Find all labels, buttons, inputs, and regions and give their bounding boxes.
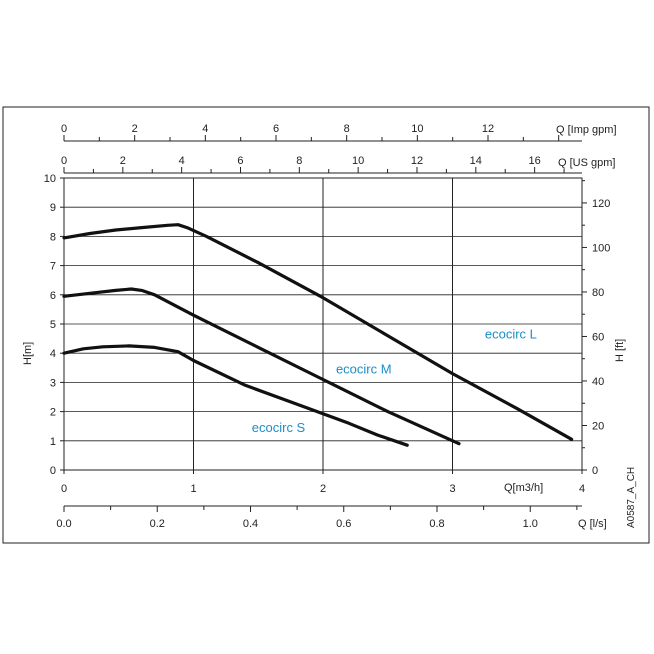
y2-tick-label: 100 (592, 242, 610, 254)
y2-axis-title: H [ft] (614, 339, 626, 362)
y-tick-label: 9 (50, 202, 56, 214)
curves (62, 223, 574, 447)
us-gpm-tick-label: 16 (529, 155, 541, 167)
imp-gpm-tick-label: 12 (482, 123, 494, 135)
us-gpm-tick-label: 2 (120, 155, 126, 167)
top-axis-imp-gpm-title: Q [Imp gpm] (556, 124, 617, 136)
x-axis-title: Q[m3/h] (504, 482, 543, 494)
imp-gpm-tick-label: 6 (273, 123, 279, 135)
imp-gpm-tick-label: 8 (344, 123, 350, 135)
us-gpm-tick-label: 10 (352, 155, 364, 167)
curve-ecocirc-m (62, 287, 461, 446)
y2-tick-label: 40 (592, 376, 604, 388)
y-tick-label: 0 (50, 465, 56, 477)
ls-tick-label: 1.0 (523, 518, 538, 530)
imp-gpm-tick-label: 2 (132, 123, 138, 135)
y-tick-label: 3 (50, 377, 56, 389)
y-tick-label: 10 (44, 173, 56, 185)
us-gpm-tick-label: 4 (179, 155, 185, 167)
ls-tick-label: 0.4 (243, 518, 258, 530)
imp-gpm-tick-label: 10 (411, 123, 423, 135)
ls-tick-label: 0.2 (150, 518, 165, 530)
ls-tick-label: 0.0 (56, 518, 71, 530)
x-axis: 0 1 2 3 4 (61, 470, 585, 495)
series-label-ecocirc-l: ecocirc L (485, 327, 537, 342)
bottom-axis-title: Q [l/s] (578, 518, 607, 530)
us-gpm-tick-label: 14 (470, 155, 482, 167)
y2-tick-label: 0 (592, 465, 598, 477)
x-tick-label: 2 (320, 483, 326, 495)
y2-tick-label: 60 (592, 331, 604, 343)
us-gpm-tick-label: 0 (61, 155, 67, 167)
y2-axis: 0 20 40 60 80 100 120 (582, 180, 610, 477)
imp-gpm-tick-label: 4 (202, 123, 208, 135)
grid (64, 178, 582, 470)
chart-code: A0587_A_CH (626, 467, 637, 528)
y-tick-label: 6 (50, 290, 56, 302)
series-label-ecocirc-s: ecocirc S (252, 420, 306, 435)
y-tick-label: 4 (50, 348, 56, 360)
x-tick-label: 4 (579, 483, 585, 495)
us-gpm-tick-label: 12 (411, 155, 423, 167)
y-tick-label: 8 (50, 231, 56, 243)
series-labels: ecocirc L ecocirc M ecocirc S (252, 327, 537, 435)
y-tick-label: 1 (50, 436, 56, 448)
x-tick-label: 1 (190, 483, 196, 495)
us-gpm-tick-label: 8 (296, 155, 302, 167)
y-axis: 0 1 2 3 4 5 6 7 8 9 10 (44, 173, 64, 477)
y-tick-label: 5 (50, 319, 56, 331)
us-gpm-tick-label: 6 (237, 155, 243, 167)
ls-tick-label: 0.6 (336, 518, 351, 530)
y-tick-label: 2 (50, 407, 56, 419)
y2-tick-label: 80 (592, 287, 604, 299)
top-axis-imp-gpm: Q [Imp gpm] 0 2 4 6 8 10 12 (61, 123, 617, 142)
imp-gpm-tick-label: 0 (61, 123, 67, 135)
series-label-ecocirc-m: ecocirc M (336, 362, 392, 377)
ls-tick-label: 0.8 (429, 518, 444, 530)
top-axis-us-gpm: Q [US gpm] 0 2 4 6 8 10 12 14 16 (61, 155, 615, 174)
top-axis-us-gpm-title: Q [US gpm] (558, 157, 615, 169)
y-axis-title: H[m] (22, 342, 34, 365)
y2-tick-label: 120 (592, 198, 610, 210)
x-tick-label: 0 (61, 483, 67, 495)
curve-ecocirc-s (62, 344, 409, 447)
bottom-axis-ls: 0.0 0.2 0.4 0.6 0.8 1.0 (56, 505, 582, 530)
y-tick-label: 7 (50, 261, 56, 273)
x-tick-label: 3 (449, 483, 455, 495)
y2-tick-label: 20 (592, 420, 604, 432)
curve-ecocirc-l (62, 223, 574, 441)
outer-frame (2, 106, 650, 544)
